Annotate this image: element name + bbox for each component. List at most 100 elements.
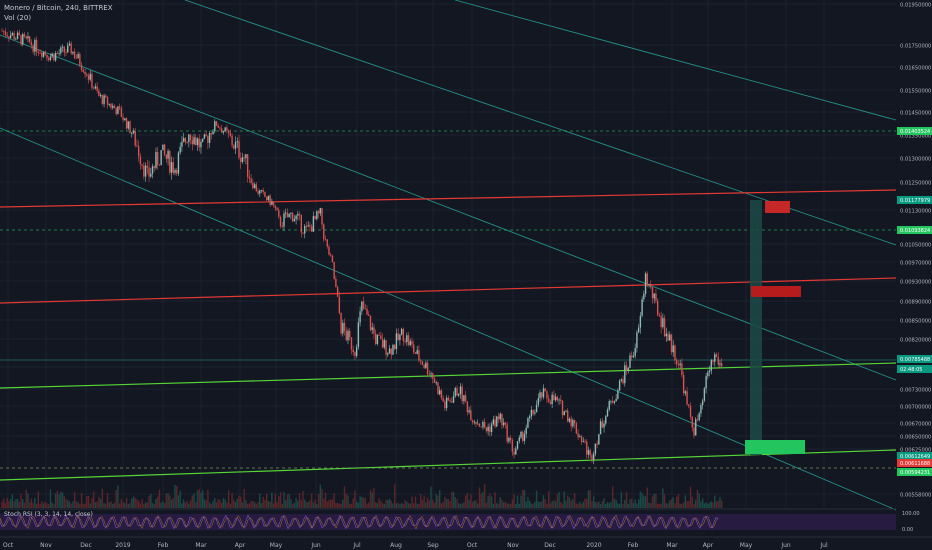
- price-badge: [897, 459, 932, 467]
- candle-body: [473, 421, 475, 423]
- volume-bar: [1, 501, 3, 508]
- volume-bar: [82, 503, 85, 508]
- volume-bar: [601, 500, 604, 508]
- candle-body: [542, 388, 545, 398]
- volume-bar: [466, 492, 469, 508]
- price-badge: [897, 196, 932, 204]
- candle-body: [449, 400, 451, 402]
- volume-bar: [342, 499, 344, 508]
- candle-body: [710, 360, 712, 371]
- volume-bar: [34, 497, 36, 508]
- volume-bar: [376, 503, 379, 508]
- volume-indicator-label[interactable]: Vol (20): [4, 14, 32, 22]
- volume-bar: [99, 498, 102, 508]
- volume-bar: [592, 496, 595, 508]
- volume-bar: [475, 499, 477, 508]
- candle-body: [459, 386, 462, 394]
- candle-body: [700, 405, 702, 414]
- candle-body: [679, 363, 681, 366]
- volume-bar: [381, 503, 384, 508]
- candle-body: [662, 318, 664, 328]
- volume-bar: [212, 501, 214, 508]
- candle-body: [438, 390, 441, 395]
- volume-bar: [637, 499, 640, 508]
- candle-body: [265, 196, 268, 201]
- candle-body: [369, 315, 372, 330]
- volume-bar: [425, 502, 427, 508]
- candle-body: [646, 273, 648, 286]
- price-badge-label: 0.01403524: [900, 129, 930, 135]
- price-axis-background: [896, 0, 932, 550]
- candle-body: [409, 341, 411, 345]
- candle-body: [584, 441, 586, 442]
- candle-body: [25, 36, 27, 39]
- candle-body: [608, 401, 610, 410]
- candle-body: [312, 216, 315, 232]
- candle-body: [148, 167, 150, 177]
- volume-bar: [6, 497, 8, 508]
- volume-bar: [542, 495, 545, 508]
- resistance-line-upper: [0, 189, 897, 208]
- candle-body: [343, 322, 346, 332]
- volume-bar: [458, 503, 460, 508]
- volume-bar: [430, 486, 432, 508]
- volume-bar: [362, 497, 365, 508]
- candle-body: [615, 398, 617, 402]
- volume-bar: [331, 499, 334, 508]
- volume-bar: [584, 498, 586, 508]
- entry-zone-box: [745, 440, 805, 454]
- candle-body: [139, 156, 142, 165]
- candle-body: [625, 365, 628, 371]
- candle-body: [234, 142, 237, 149]
- candle-body: [132, 130, 135, 134]
- volume-bar: [233, 499, 235, 508]
- volume-bar: [516, 495, 519, 508]
- volume-bar: [655, 494, 657, 508]
- candle-body: [253, 184, 256, 189]
- volume-bar: [274, 493, 277, 508]
- candle-body: [430, 373, 432, 375]
- candle-body: [433, 378, 436, 383]
- candle-body: [79, 54, 81, 65]
- volume-bar: [527, 496, 529, 508]
- volume-bar: [710, 501, 712, 508]
- candle-body: [487, 426, 489, 432]
- volume-bar: [352, 498, 354, 508]
- candle-body: [214, 121, 216, 132]
- candle-body: [613, 401, 616, 403]
- candle-body: [212, 131, 214, 135]
- candle-body: [48, 58, 50, 61]
- time-tick-label: Jun: [310, 542, 321, 549]
- volume-bar: [198, 489, 200, 508]
- stoch-rsi-legend[interactable]: Stoch RSI (3, 3, 14, 14, close): [4, 511, 93, 518]
- volume-bar: [125, 497, 128, 508]
- candle-body: [112, 105, 114, 108]
- candle-body: [549, 401, 552, 405]
- symbol-title[interactable]: Monero / Bitcoin, 240, BITTREX: [4, 4, 113, 12]
- volume-bar: [182, 499, 185, 508]
- candle-body: [643, 293, 645, 300]
- candle-body: [276, 208, 278, 211]
- volume-bar: [383, 503, 386, 508]
- candle-body: [511, 440, 514, 452]
- candle-body: [231, 135, 233, 146]
- candle-body: [539, 392, 541, 399]
- volume-bar: [658, 503, 661, 508]
- price-axis[interactable]: 0.01950000 0.01750000 0.01650000 0.01550000…: [896, 0, 932, 550]
- candle-body: [400, 328, 403, 335]
- candle-body: [561, 400, 564, 416]
- drawing-annotations[interactable]: [0, 0, 897, 511]
- time-tick-label: Aug: [390, 542, 402, 549]
- candle-body: [221, 128, 223, 133]
- candle-body: [61, 46, 64, 48]
- candle-body: [477, 423, 479, 425]
- volume-bar: [279, 492, 282, 508]
- candle-body: [60, 47, 62, 54]
- volume-bar: [624, 499, 626, 508]
- candle-body: [106, 97, 109, 105]
- price-badge: [897, 127, 932, 135]
- time-axis[interactable]: Oct Nov Dec 2019 Feb Mar Apr May Jun Jul Aug Sep Oct…: [0, 536, 932, 549]
- volume-bar: [577, 503, 579, 508]
- price-tick-label: 0.00670000: [900, 422, 931, 428]
